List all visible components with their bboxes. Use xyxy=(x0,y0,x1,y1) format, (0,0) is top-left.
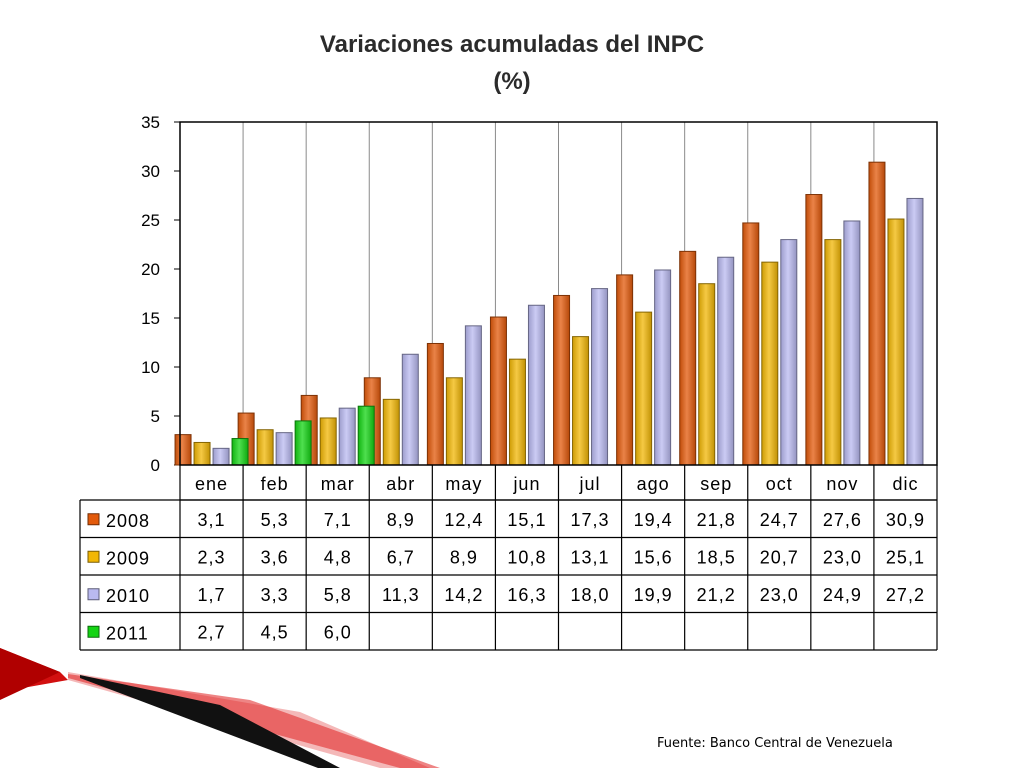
legend-swatch-2009 xyxy=(87,550,100,563)
data-label-2010-dic: 27,2 xyxy=(886,585,925,605)
data-label-2009-sep: 18,5 xyxy=(697,547,736,567)
category-label-dic: dic xyxy=(892,474,918,494)
data-label-2010-jul: 18,0 xyxy=(571,585,610,605)
data-label-2008-jun: 15,1 xyxy=(507,510,546,530)
data-label-2008-jul: 17,3 xyxy=(571,510,610,530)
data-label-2008-abr: 8,9 xyxy=(387,510,415,530)
data-label-2008-dic: 30,9 xyxy=(886,510,925,530)
data-label-2008-nov: 27,6 xyxy=(823,510,862,530)
data-label-2010-jun: 16,3 xyxy=(507,585,546,605)
category-label-jul: jul xyxy=(579,474,601,494)
data-label-2008-feb: 5,3 xyxy=(261,510,289,530)
data-label-2010-ago: 19,9 xyxy=(634,585,673,605)
legend-label-2008: 2008 xyxy=(106,511,150,531)
data-label-2009-jun: 10,8 xyxy=(507,547,546,567)
legend-label-2010: 2010 xyxy=(106,586,150,606)
category-label-feb: feb xyxy=(261,474,289,494)
data-label-2009-ene: 2,3 xyxy=(198,547,226,567)
data-label-2011-feb: 4,5 xyxy=(261,622,289,642)
data-label-2010-mar: 5,8 xyxy=(324,585,352,605)
data-label-2009-mar: 4,8 xyxy=(324,547,352,567)
category-label-nov: nov xyxy=(826,474,858,494)
data-label-2009-abr: 6,7 xyxy=(387,547,415,567)
data-label-2008-ene: 3,1 xyxy=(198,510,226,530)
data-label-2008-may: 12,4 xyxy=(444,510,483,530)
data-label-2011-ene: 2,7 xyxy=(198,622,226,642)
data-label-2009-dic: 25,1 xyxy=(886,547,925,567)
y-tick-label: 15 xyxy=(141,309,160,328)
y-tick-label: 25 xyxy=(141,211,160,230)
y-tick-label: 10 xyxy=(141,358,160,377)
category-label-abr: abr xyxy=(386,474,415,494)
y-tick-label: 5 xyxy=(151,407,160,426)
legend-swatch-2008 xyxy=(87,513,100,526)
data-label-2008-mar: 7,1 xyxy=(324,510,352,530)
data-label-2010-may: 14,2 xyxy=(444,585,483,605)
category-label-ene: ene xyxy=(195,474,228,494)
legend-swatch-2011 xyxy=(87,625,100,638)
y-tick-label: 0 xyxy=(151,456,160,475)
category-label-oct: oct xyxy=(766,474,793,494)
category-label-mar: mar xyxy=(321,474,355,494)
chart-subtitle: (%) xyxy=(493,68,531,95)
legend-label-2011: 2011 xyxy=(106,623,149,643)
data-label-2010-abr: 11,3 xyxy=(382,585,420,605)
data-label-2009-feb: 3,6 xyxy=(261,547,289,567)
data-label-2010-oct: 23,0 xyxy=(760,585,799,605)
category-label-sep: sep xyxy=(700,474,732,494)
data-label-2010-ene: 1,7 xyxy=(198,585,226,605)
y-tick-label: 35 xyxy=(141,113,160,132)
data-label-2009-ago: 15,6 xyxy=(634,547,673,567)
data-label-2009-oct: 20,7 xyxy=(760,547,799,567)
legend-label-2009: 2009 xyxy=(106,548,150,568)
data-label-2008-sep: 21,8 xyxy=(697,510,736,530)
y-tick-label: 20 xyxy=(141,260,160,279)
legend-swatch-2010 xyxy=(87,588,100,601)
data-label-2010-nov: 24,9 xyxy=(823,585,862,605)
data-label-2008-ago: 19,4 xyxy=(634,510,673,530)
data-label-2009-nov: 23,0 xyxy=(823,547,862,567)
data-label-2008-oct: 24,7 xyxy=(760,510,799,530)
category-label-ago: ago xyxy=(637,474,670,494)
data-label-2011-mar: 6,0 xyxy=(324,622,352,642)
data-label-2010-feb: 3,3 xyxy=(261,585,289,605)
category-label-jun: jun xyxy=(512,474,540,494)
data-label-2010-sep: 21,2 xyxy=(697,585,736,605)
chart-title: Variaciones acumuladas del INPC xyxy=(319,31,705,58)
source-note: Fuente: Banco Central de Venezuela xyxy=(657,736,893,751)
data-label-2009-jul: 13,1 xyxy=(571,547,610,567)
category-label-may: may xyxy=(445,474,482,494)
y-tick-label: 30 xyxy=(141,162,160,181)
data-label-2009-may: 8,9 xyxy=(450,547,478,567)
